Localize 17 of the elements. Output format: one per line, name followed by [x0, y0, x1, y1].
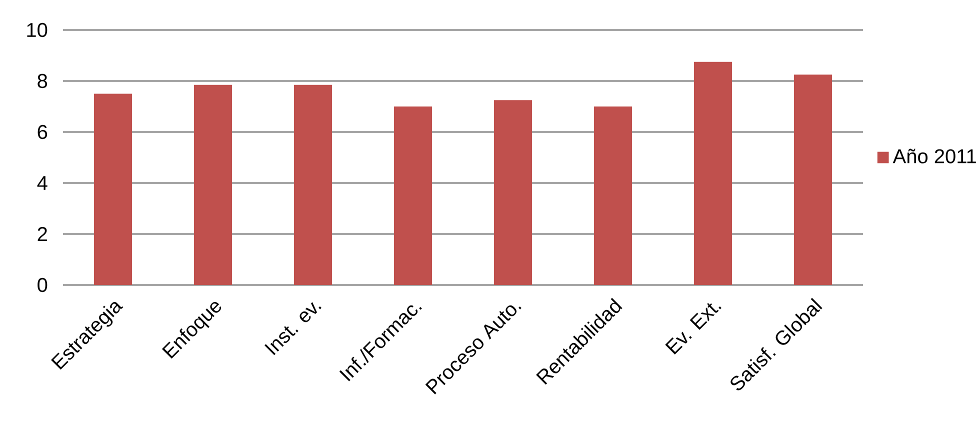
- bar: [494, 100, 532, 285]
- bar: [294, 84, 332, 285]
- bar: [594, 106, 632, 285]
- y-tick-label: 0: [38, 278, 48, 292]
- x-tick-label: Ev. Ext.: [665, 303, 722, 354]
- x-tick-label: Inst. ev.: [264, 302, 322, 356]
- y-tick-label: 10: [27, 22, 48, 38]
- bar: [694, 62, 732, 285]
- y-tick-label: 6: [38, 124, 48, 140]
- y-tick-label: 2: [38, 227, 47, 241]
- legend-label: Año 2011: [892, 148, 976, 164]
- bar: [794, 74, 832, 285]
- bar: [394, 106, 432, 285]
- bar: [194, 84, 232, 285]
- y-tick-label: 4: [37, 176, 48, 190]
- bar: [94, 94, 132, 285]
- y-tick-label: 8: [38, 74, 48, 88]
